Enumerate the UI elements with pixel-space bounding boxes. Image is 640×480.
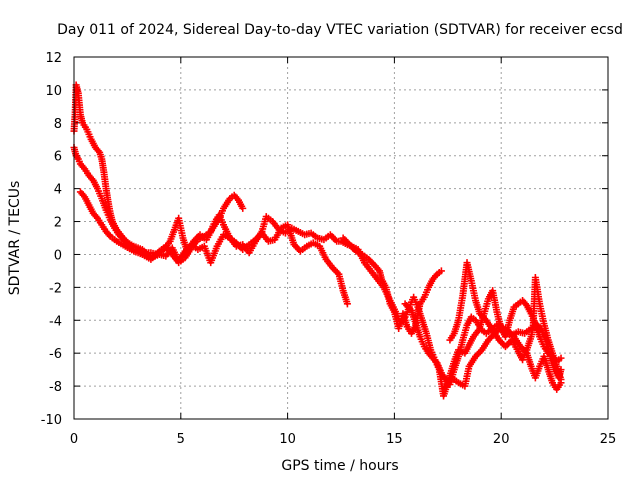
series-track-f <box>446 259 565 384</box>
series-track-c <box>76 188 351 308</box>
y-tick-label: 2 <box>54 216 62 231</box>
tick-labels: 0 5 10 15 20 25 -10 -8 -6 -4 -2 0 2 4 6 8 10 12 <box>41 51 617 447</box>
x-tick-label: 5 <box>177 432 185 447</box>
x-tick-label: 15 <box>386 432 403 447</box>
y-tick-label: -2 <box>49 281 62 296</box>
y-tick-label: 6 <box>54 150 62 165</box>
x-tick-label: 10 <box>279 432 296 447</box>
grid <box>74 57 608 419</box>
y-tick-label: 8 <box>54 117 62 132</box>
y-tick-label: -4 <box>49 314 62 329</box>
data-point <box>343 300 351 308</box>
series-track-g <box>442 323 565 393</box>
y-tick-label: -10 <box>41 413 62 428</box>
y-tick-label: -8 <box>49 380 62 395</box>
x-tick-label: 0 <box>70 432 78 447</box>
data-points <box>70 81 565 400</box>
data-point <box>437 267 445 275</box>
y-tick-label: 0 <box>54 248 62 263</box>
y-tick-label: 4 <box>54 183 62 198</box>
x-tick-label: 25 <box>600 432 617 447</box>
y-tick-label: 12 <box>45 51 62 66</box>
series-track-d <box>339 234 445 337</box>
data-point <box>557 354 565 362</box>
data-point <box>557 379 565 387</box>
chart-title: Day 011 of 2024, Sidereal Day-to-day VTE… <box>57 22 623 38</box>
x-axis-label: GPS time / hours <box>281 458 398 474</box>
y-axis-label: SDTVAR / TECUs <box>7 181 23 296</box>
x-tick-label: 20 <box>493 432 510 447</box>
data-point <box>239 204 247 212</box>
plot-frame <box>73 56 609 420</box>
y-tick-label: 10 <box>45 84 62 99</box>
y-tick-label: -6 <box>49 347 62 362</box>
